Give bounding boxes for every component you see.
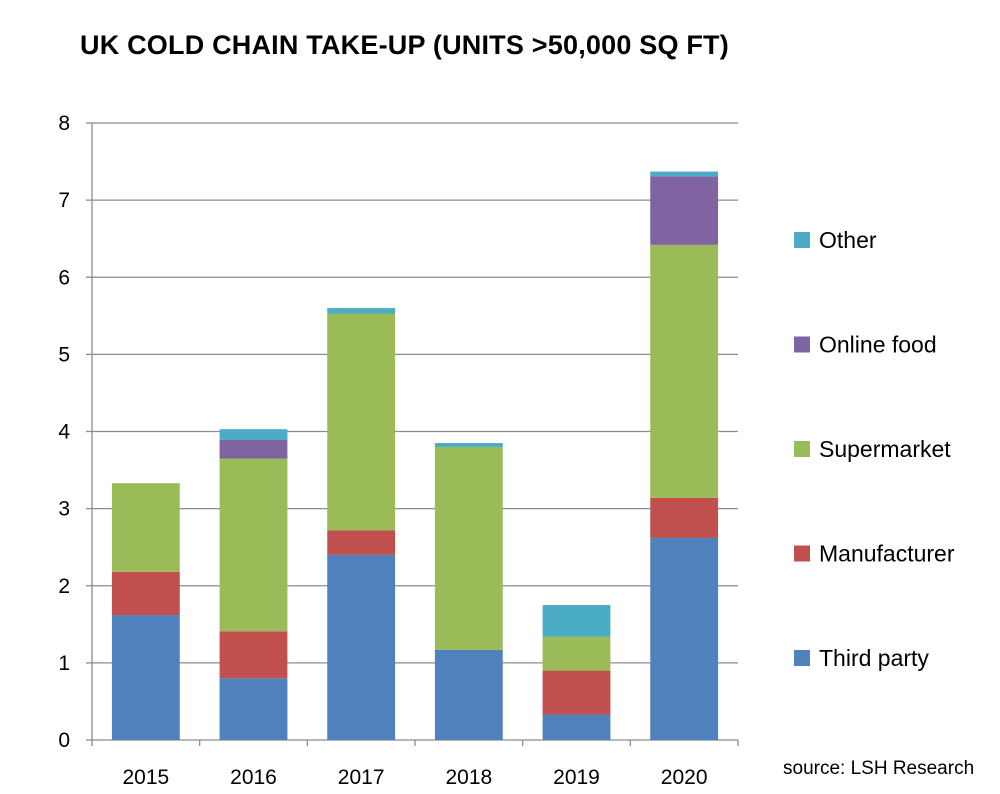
bar-manufacturer-2019 [542, 670, 611, 715]
tick-labels: 0 1 2 3 4 5 6 7 8 2015 2016 2017 2018 2019 2020 [58, 112, 707, 789]
bar-supermarket-2019 [542, 636, 611, 671]
bar-online-food-2020 [650, 176, 719, 245]
bar-manufacturer-2016 [219, 631, 288, 679]
x-tick-label: 2017 [338, 766, 385, 789]
legend-swatch-manufacturer [794, 545, 810, 562]
bar-manufacturer-2015 [111, 571, 180, 616]
bar-supermarket-2017 [327, 313, 396, 531]
y-tick-label: 1 [58, 652, 70, 675]
y-tick-label: 3 [58, 498, 70, 521]
x-tick-label: 2020 [661, 766, 708, 789]
source-note: source: LSH Research [783, 758, 975, 779]
x-tick-label: 2019 [553, 766, 600, 789]
bar-third-party-2019 [542, 714, 611, 740]
y-tick-label: 8 [58, 112, 70, 135]
bar-other-2019 [542, 605, 611, 637]
bar-manufacturer-2020 [650, 497, 719, 538]
x-tick-label: 2016 [230, 766, 277, 789]
legend-swatch-third-party [794, 650, 810, 666]
legend-label-supermarket: Supermarket [819, 436, 951, 462]
legend-swatch-other [794, 232, 810, 248]
chart-title: UK COLD CHAIN TAKE-UP (UNITS >50,000 SQ … [80, 30, 729, 60]
y-tick-label: 0 [58, 729, 70, 752]
bar-other-2018 [434, 443, 503, 447]
legend: Other Online food Supermarket Manufacturer T… [794, 227, 955, 671]
legend-label-third-party: Third party [819, 645, 929, 671]
bar-third-party-2015 [111, 615, 180, 740]
legend-label-other: Other [819, 227, 877, 253]
bar-third-party-2020 [650, 537, 719, 740]
bar-other-2016 [219, 429, 288, 440]
axes [86, 122, 739, 746]
y-tick-label: 2 [58, 575, 70, 598]
legend-label-online-food: Online food [819, 332, 937, 358]
bar-third-party-2016 [219, 678, 288, 740]
bar-other-2020 [650, 171, 719, 177]
bar-online-food-2016 [219, 439, 288, 459]
bar-third-party-2017 [327, 554, 396, 740]
bar-supermarket-2015 [111, 483, 180, 572]
legend-swatch-supermarket [794, 441, 810, 457]
y-tick-label: 7 [58, 189, 70, 212]
bar-supermarket-2018 [434, 446, 503, 650]
legend-label-manufacturer: Manufacturer [819, 541, 955, 567]
x-tick-label: 2015 [122, 766, 169, 789]
gridlines [92, 122, 738, 664]
x-tick-label: 2018 [445, 766, 492, 789]
y-tick-label: 6 [58, 266, 70, 289]
bar-manufacturer-2017 [327, 530, 396, 555]
bars [111, 171, 719, 740]
y-tick-label: 5 [58, 343, 70, 366]
bar-supermarket-2020 [650, 244, 719, 498]
legend-swatch-online-food [794, 336, 810, 353]
bar-other-2017 [327, 308, 396, 314]
y-tick-label: 4 [58, 421, 70, 444]
bar-supermarket-2016 [219, 458, 288, 632]
bar-third-party-2018 [434, 649, 503, 740]
